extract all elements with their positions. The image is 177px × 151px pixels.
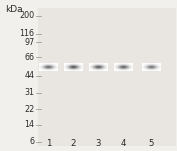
Text: 31: 31 — [25, 88, 35, 97]
Text: 5: 5 — [149, 139, 154, 148]
Text: 1: 1 — [46, 139, 52, 148]
Text: 200: 200 — [19, 11, 35, 20]
Text: 14: 14 — [25, 120, 35, 129]
Text: kDa: kDa — [5, 5, 23, 14]
Text: 3: 3 — [95, 139, 101, 148]
Text: 2: 2 — [71, 139, 76, 148]
Text: 44: 44 — [25, 71, 35, 80]
Bar — [38, 8, 176, 146]
Text: 116: 116 — [19, 29, 35, 39]
Text: 6: 6 — [30, 137, 35, 146]
Text: 4: 4 — [120, 139, 126, 148]
Text: 97: 97 — [24, 38, 35, 47]
Text: 22: 22 — [24, 105, 35, 114]
Text: 66: 66 — [25, 53, 35, 62]
